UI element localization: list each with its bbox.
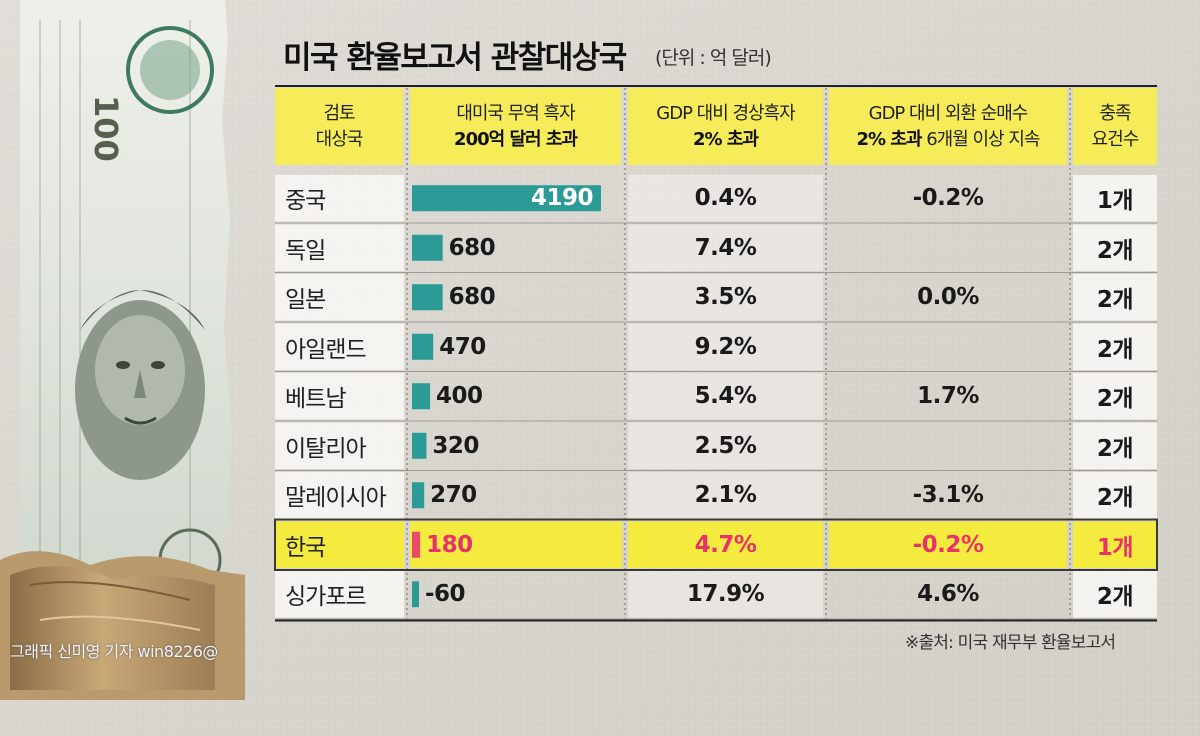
fx-purchase-value: -3.1% <box>912 482 984 509</box>
header-current-line2: 2% 초과 <box>693 128 759 150</box>
country-name: 중국 <box>285 188 326 215</box>
trade-value-label: 400 <box>436 383 483 410</box>
criteria-met-value: 2개 <box>1096 485 1134 512</box>
header-fx: GDP 대비 외환 순매수 2% 초과 6개월 이상 지속 <box>829 88 1067 165</box>
header-met-line1: 충족 <box>1099 102 1131 124</box>
trade-value-label: 680 <box>448 234 496 261</box>
header-current: GDP 대비 경상흑자 2% 초과 <box>628 88 823 165</box>
country-name: 이탈리아 <box>285 435 367 462</box>
svg-text:100: 100 <box>87 95 125 162</box>
criteria-met-value: 2개 <box>1096 237 1134 264</box>
country-name: 일본 <box>285 287 326 314</box>
trade-value-label: 180 <box>426 531 473 558</box>
dollar-bill-illustration: 100 3985 D <box>0 0 245 700</box>
header-trade: 대미국 무역 흑자 200억 달러 초과 <box>410 88 621 165</box>
header-fx-line2-rest: 6개월 이상 지속 <box>921 128 1040 150</box>
current-account-value: 7.4% <box>694 234 757 261</box>
header-country-line1: 검토 <box>323 102 355 124</box>
country-name: 아일랜드 <box>285 336 367 363</box>
criteria-met-value: 2개 <box>1096 336 1134 363</box>
header-current-line1: GDP 대비 경상흑자 <box>656 102 795 124</box>
country-name: 한국 <box>285 534 326 561</box>
criteria-met-value: 1개 <box>1096 188 1134 215</box>
header-fx-line1: GDP 대비 외환 순매수 <box>868 102 1029 124</box>
fx-purchase-value: -0.2% <box>912 185 984 212</box>
current-account-value: 2.1% <box>694 482 757 509</box>
country-name: 독일 <box>285 237 326 264</box>
fx-purchase-value: 4.6% <box>917 581 979 608</box>
current-account-value: 4.7% <box>694 531 757 558</box>
trade-value-label: 320 <box>432 432 479 459</box>
current-account-value: 3.5% <box>694 284 757 311</box>
credit-line: 그래픽 신미영 기자 win8226@ <box>10 642 218 661</box>
current-account-value: 0.4% <box>694 185 757 212</box>
current-account-value: 9.2% <box>694 333 757 360</box>
criteria-met-value: 2개 <box>1096 386 1134 413</box>
header-country: 검토 대상국 <box>275 88 403 165</box>
trade-value-label: 4190 <box>531 185 594 212</box>
header-met-line2: 요건수 <box>1091 128 1140 150</box>
header-trade-line2: 200억 달러 초과 <box>454 128 578 150</box>
header-fx-line2-bold: 2% 초과 <box>856 128 923 150</box>
header-fx-line2: 2% 초과 6개월 이상 지속 <box>856 127 1041 153</box>
country-name: 베트남 <box>285 386 346 413</box>
country-name: 싱가포르 <box>285 584 367 611</box>
trade-value-label: 680 <box>448 284 496 311</box>
fx-purchase-value <box>829 225 1067 272</box>
current-account-value: 2.5% <box>694 432 757 459</box>
country-name: 말레이시아 <box>285 485 387 512</box>
current-account-value: 5.4% <box>694 383 757 410</box>
criteria-met-value: 1개 <box>1096 534 1134 561</box>
fx-purchase-value <box>829 324 1067 371</box>
source-note: ※출처: 미국 재무부 환율보고서 <box>905 633 1116 653</box>
criteria-met-value: 2개 <box>1096 435 1134 462</box>
current-account-value: 17.9% <box>686 581 765 608</box>
chart-title: 미국 환율보고서 관찰대상국 <box>283 40 627 76</box>
trade-value-label: 470 <box>439 333 486 360</box>
fx-purchase-value: 1.7% <box>917 383 979 410</box>
fx-purchase-value <box>829 423 1067 470</box>
fx-purchase-value: 0.0% <box>917 284 979 311</box>
fx-purchase-value: -0.2% <box>912 531 984 558</box>
criteria-met-value: 2개 <box>1096 584 1134 611</box>
unit-label: (단위 : 억 달러) <box>655 47 772 69</box>
header-country-line2: 대상국 <box>315 128 364 150</box>
criteria-met-value: 2개 <box>1096 287 1134 314</box>
trade-value-label: -60 <box>425 581 466 608</box>
header-trade-line1: 대미국 무역 흑자 <box>456 102 575 124</box>
trade-value-label: 270 <box>430 482 477 509</box>
header-met: 충족 요건수 <box>1073 88 1157 165</box>
